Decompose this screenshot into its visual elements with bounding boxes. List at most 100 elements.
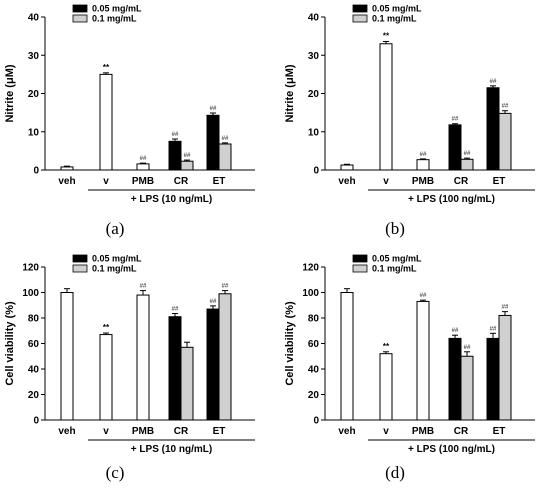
significance-marker: **: [383, 31, 390, 40]
x-tick-label-et: ET: [493, 426, 506, 437]
bar-v-open: [99, 334, 113, 421]
legend-label-low: 0.05 mg/mL: [92, 254, 142, 264]
significance-marker: ##: [140, 284, 147, 290]
y-tick-label: 80: [308, 314, 320, 325]
y-tick-label: 30: [28, 51, 40, 62]
lps-group-label: + LPS (100 ng/mL): [408, 194, 495, 205]
significance-marker: ##: [490, 79, 497, 85]
chart-panel-3: 0 20 40 60 80 100 120 Cell viability (%) 0.05 mg…: [4, 254, 255, 482]
y-tick-label: 120: [22, 263, 39, 274]
bar-pmb-open: [416, 159, 430, 171]
significance-marker: **: [103, 63, 110, 72]
legend-label-low: 0.05 mg/mL: [92, 4, 142, 14]
bar-cr-high: [180, 160, 194, 171]
bar-v-open: [379, 43, 393, 171]
x-tick-label-et: ET: [213, 426, 226, 437]
bar-veh-open: [340, 292, 354, 421]
y-tick-label: 0: [33, 166, 39, 177]
significance-marker: ##: [502, 305, 509, 311]
bar-veh-open: [340, 164, 354, 171]
x-tick-label-v: v: [383, 176, 389, 187]
bar-pmb-open: [416, 300, 430, 421]
y-tick-label: 0: [313, 416, 319, 427]
x-tick-label-cr: CR: [454, 426, 469, 437]
y-tick-label: 60: [28, 339, 40, 350]
x-tick-label-veh: veh: [58, 426, 75, 437]
x-tick-label-v: v: [103, 176, 109, 187]
x-tick-label-v: v: [103, 426, 109, 437]
legend-label-high: 0.1 mg/mL: [92, 14, 137, 24]
significance-marker: ##: [452, 328, 459, 334]
legend-swatch-low: [352, 254, 368, 263]
bar-cr-high: [180, 346, 194, 421]
x-tick-label-veh: veh: [338, 426, 355, 437]
x-tick-label-cr: CR: [174, 176, 189, 187]
bar-et-high: [218, 293, 232, 421]
bar-et-low: [206, 308, 220, 421]
y-tick-label: 60: [308, 339, 320, 350]
x-tick-label-cr: CR: [454, 176, 469, 187]
x-tick-label-pmb: PMB: [412, 426, 434, 437]
legend-swatch-low: [72, 4, 88, 13]
y-tick-label: 120: [302, 263, 319, 274]
x-tick-label-v: v: [383, 426, 389, 437]
bar-et-low: [206, 114, 220, 171]
y-tick-label: 40: [308, 13, 320, 24]
bar-v-open: [99, 73, 113, 171]
bar-cr-low: [168, 316, 182, 421]
chart-panel-2: 0 10 20 30 40 Nitrite (μM) 0.05 mg/mL0.1 mg/mL…: [284, 4, 535, 238]
x-tick-label-et: ET: [213, 176, 226, 187]
panel-caption: (b): [385, 219, 405, 238]
significance-marker: ##: [172, 307, 179, 313]
bar-cr-high: [460, 355, 474, 421]
x-tick-label-cr: CR: [174, 426, 189, 437]
significance-marker: ##: [464, 345, 471, 351]
y-tick-label: 40: [308, 365, 320, 376]
legend-swatch-high: [72, 14, 88, 23]
y-tick-label: 30: [308, 51, 320, 62]
x-tick-label-et: ET: [493, 176, 506, 187]
legend-label-low: 0.05 mg/mL: [372, 4, 422, 14]
y-tick-label: 0: [33, 416, 39, 427]
panel-caption: (a): [106, 219, 125, 238]
bar-cr-low: [448, 124, 462, 171]
y-tick-label: 20: [308, 390, 320, 401]
significance-marker: **: [383, 342, 390, 351]
legend-swatch-high: [352, 14, 368, 23]
y-axis-title: Nitrite (μM): [284, 64, 296, 122]
y-tick-label: 40: [28, 13, 40, 24]
y-axis-title: Cell viability (%): [284, 301, 296, 386]
bar-veh-open: [60, 292, 74, 421]
chart-panel-1: 0 10 20 30 40 Nitrite (μM) 0.05 mg/mL0.1 mg/mL…: [4, 4, 255, 238]
bar-pmb-open: [136, 163, 150, 171]
y-tick-label: 40: [28, 365, 40, 376]
y-tick-label: 10: [28, 127, 40, 138]
lps-group-label: + LPS (100 ng/mL): [408, 444, 495, 455]
significance-marker: ##: [464, 151, 471, 157]
x-tick-label-veh: veh: [58, 176, 75, 187]
panel-caption: (c): [106, 463, 125, 482]
y-tick-label: 10: [308, 127, 320, 138]
y-tick-label: 0: [313, 166, 319, 177]
legend-swatch-high: [352, 264, 368, 273]
bar-et-low: [486, 87, 500, 171]
x-tick-label-pmb: PMB: [412, 176, 434, 187]
x-tick-label-pmb: PMB: [132, 176, 154, 187]
x-tick-label-pmb: PMB: [132, 426, 154, 437]
y-tick-label: 100: [22, 288, 39, 299]
bar-cr-low: [448, 337, 462, 421]
bar-pmb-open: [136, 294, 150, 421]
lps-group-label: + LPS (10 ng/mL): [131, 444, 212, 455]
significance-marker: ##: [222, 284, 229, 290]
bar-cr-low: [168, 140, 182, 171]
significance-marker: ##: [420, 152, 427, 158]
legend-label-high: 0.1 mg/mL: [372, 264, 417, 274]
legend-swatch-high: [72, 264, 88, 273]
bar-et-high: [498, 314, 512, 421]
bar-et-high: [218, 143, 232, 171]
y-tick-label: 20: [28, 390, 40, 401]
y-tick-label: 100: [302, 288, 319, 299]
bar-v-open: [379, 353, 393, 421]
